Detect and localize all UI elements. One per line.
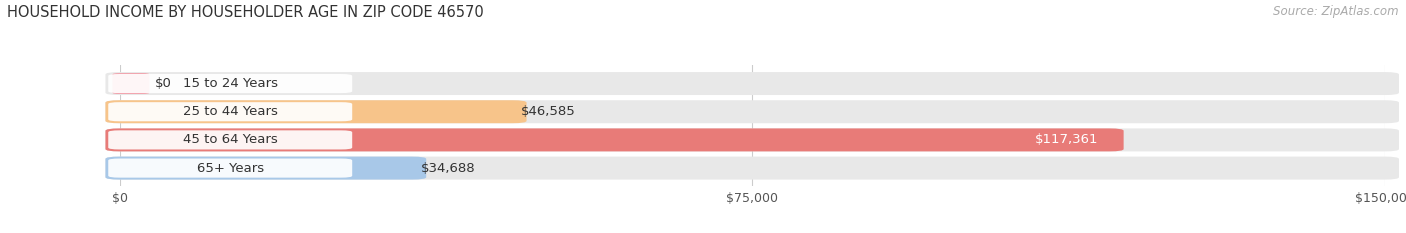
Text: $117,361: $117,361 [1035, 134, 1098, 146]
Text: $0: $0 [155, 77, 172, 90]
Bar [120, 159, 412, 177]
Text: 65+ Years: 65+ Years [197, 161, 264, 175]
Text: $46,585: $46,585 [522, 105, 575, 118]
Bar [120, 74, 1385, 93]
Bar [120, 103, 513, 121]
Text: $34,688: $34,688 [420, 161, 475, 175]
Text: 15 to 24 Years: 15 to 24 Years [183, 77, 278, 90]
Bar [120, 103, 1385, 121]
Bar [120, 159, 1385, 177]
Text: 25 to 44 Years: 25 to 44 Years [183, 105, 277, 118]
Bar [120, 131, 1385, 149]
Text: Source: ZipAtlas.com: Source: ZipAtlas.com [1274, 5, 1399, 18]
Bar [120, 131, 1109, 149]
Text: HOUSEHOLD INCOME BY HOUSEHOLDER AGE IN ZIP CODE 46570: HOUSEHOLD INCOME BY HOUSEHOLDER AGE IN Z… [7, 5, 484, 20]
Text: 45 to 64 Years: 45 to 64 Years [183, 134, 277, 146]
